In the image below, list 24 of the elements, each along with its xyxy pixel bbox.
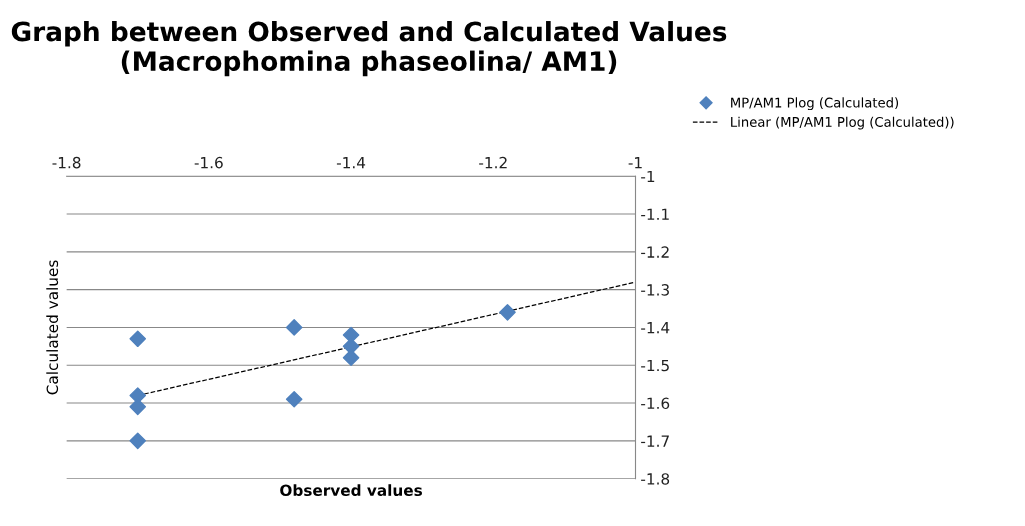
point [285, 319, 303, 336]
y-tick-label: -1.7 [641, 435, 669, 447]
point [129, 432, 147, 450]
point [499, 304, 516, 321]
y-tick-label: -1.3 [641, 284, 669, 296]
legend-label: Linear (MP/AM1 Plog (Calculated)) [731, 116, 954, 130]
y-tick-label: -1.8 [641, 473, 670, 485]
x-tick-label: -1.6 [194, 156, 223, 169]
y-axis-title: Calculated values [46, 260, 59, 395]
x-tick-label: -1.8 [52, 156, 81, 169]
chart-title: Graph between Observed and Calculated Values (Macrophomina phaseolina/ AM1) [11, 21, 727, 77]
x-tick-label: -1.4 [336, 157, 366, 169]
point [129, 330, 147, 348]
y-tick-label: -1 [641, 170, 655, 183]
y-tick-label: -1.5 [641, 359, 669, 372]
y-tick-label: -1.2 [641, 246, 669, 258]
y-tick-label: -1.1 [641, 208, 669, 220]
x-tick-label: -1.2 [479, 156, 507, 169]
y-tick-label: -1.6 [641, 397, 670, 410]
point [285, 390, 303, 408]
x-axis-title: Observed values [280, 484, 422, 497]
legend-label: MP/AM1 Plog (Calculated) [731, 97, 899, 111]
x-tick-label: -1 [628, 157, 642, 169]
y-tick-label: -1.4 [641, 322, 670, 334]
